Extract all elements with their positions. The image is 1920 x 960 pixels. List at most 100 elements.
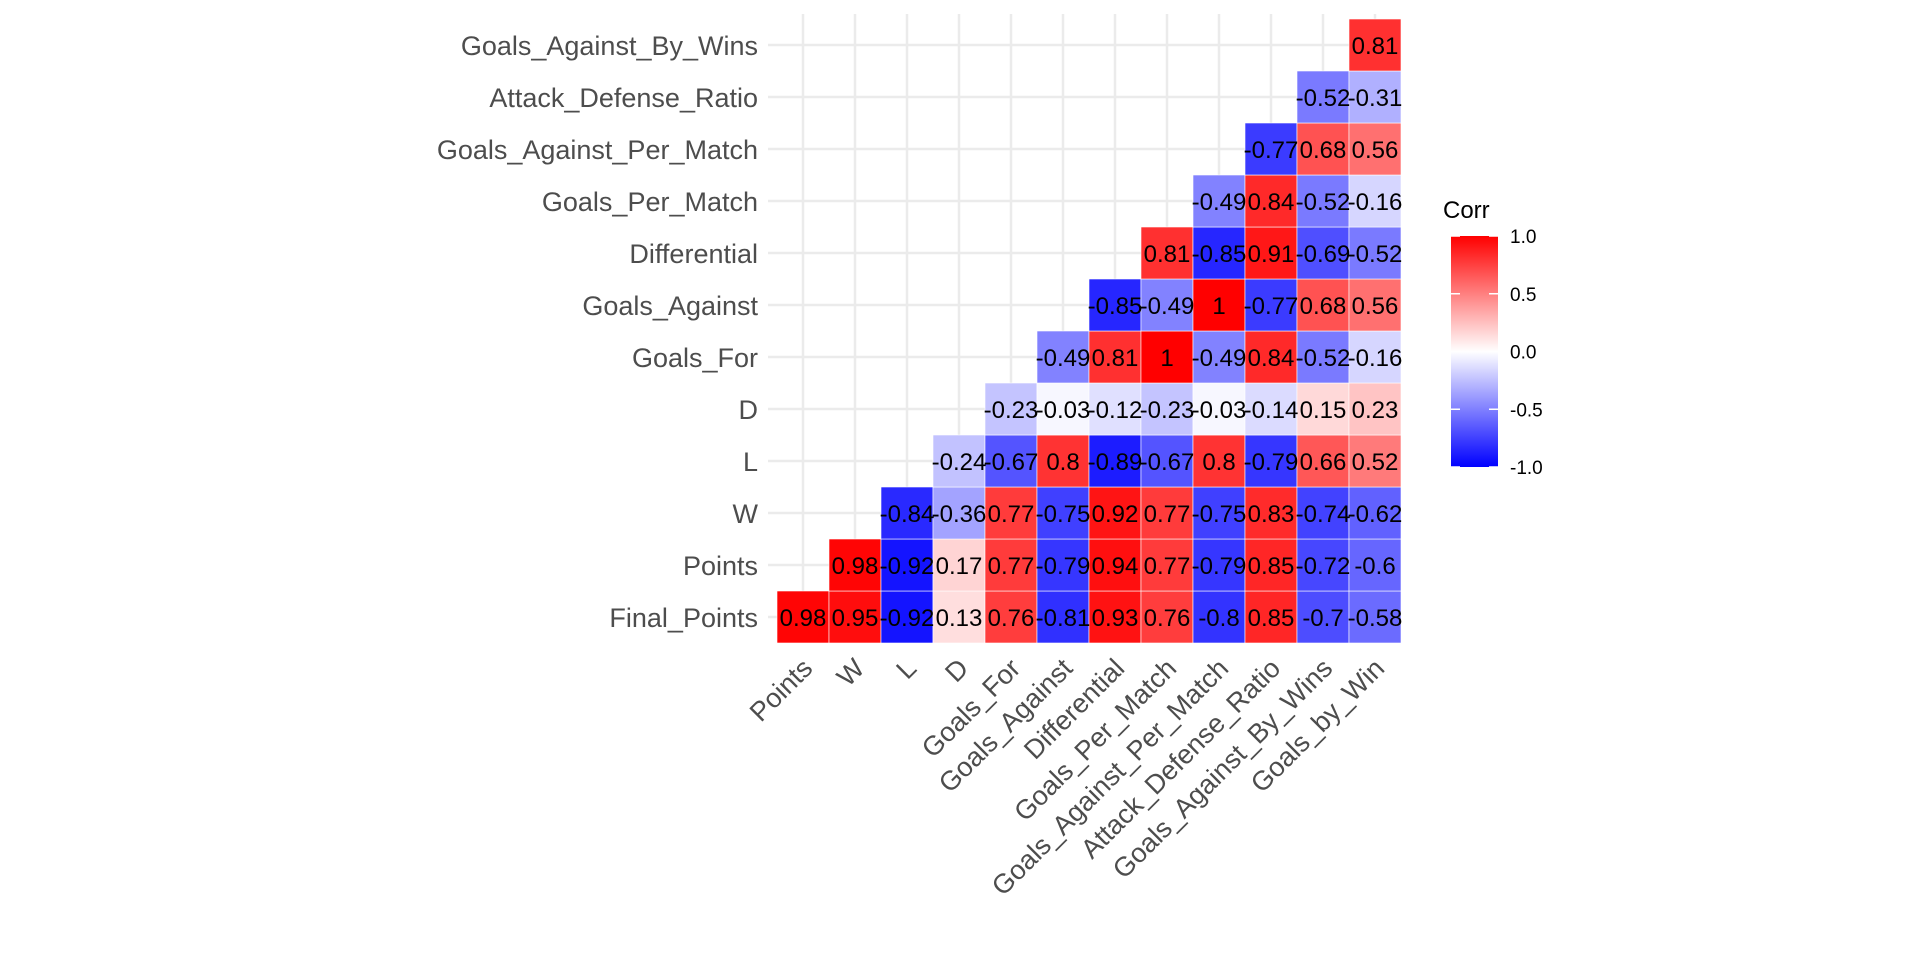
cell-value-label: -0.6 [1354, 553, 1395, 580]
heatmap-cell [1140, 382, 1194, 436]
cell-value-label: 0.84 [1248, 189, 1295, 216]
heatmap-cell [1192, 538, 1246, 592]
heatmap-cell [1088, 330, 1142, 384]
y-tick-label: Goals_For [632, 343, 758, 373]
heatmap-cell [1296, 382, 1350, 436]
heatmap-cell [1244, 382, 1298, 436]
cell-value-label: -0.24 [932, 449, 987, 476]
cell-value-label: 0.76 [1144, 605, 1191, 632]
legend-title: Corr [1443, 197, 1490, 224]
cell-value-label: -0.67 [984, 449, 1039, 476]
heatmap-cell [1244, 226, 1298, 280]
heatmap-cell [1036, 486, 1090, 540]
cell-value-label: 0.66 [1300, 449, 1347, 476]
cell-value-label: -0.62 [1348, 501, 1403, 528]
heatmap-cell [1192, 278, 1246, 332]
heatmap-cell [932, 434, 986, 488]
heatmap-cell [1296, 278, 1350, 332]
cell-value-label: -0.49 [1192, 189, 1247, 216]
cell-value-label: 0.95 [832, 605, 879, 632]
cell-value-label: -0.7 [1302, 605, 1343, 632]
heatmap-cell [1088, 382, 1142, 436]
heatmap-cell [1244, 538, 1298, 592]
y-tick-label: W [733, 499, 759, 529]
heatmap-cell [1088, 434, 1142, 488]
cell-value-label: 1 [1160, 345, 1173, 372]
heatmap-cell [1296, 226, 1350, 280]
heatmap-cell [984, 538, 1038, 592]
cell-value-label: -0.31 [1348, 85, 1403, 112]
y-tick-label: Points [683, 551, 758, 581]
heatmap-cell [1140, 434, 1194, 488]
heatmap-cell [1140, 486, 1194, 540]
heatmap-cell [1348, 382, 1402, 436]
cell-value-label: 0.8 [1046, 449, 1079, 476]
heatmap-cell [880, 486, 934, 540]
heatmap-cell [1244, 486, 1298, 540]
y-tick-label: Differential [629, 239, 758, 269]
heatmap-cell [984, 434, 1038, 488]
heatmap-cell [1140, 538, 1194, 592]
legend-tick-label: 0.0 [1510, 343, 1536, 364]
cell-value-label: -0.03 [1192, 397, 1247, 424]
heatmap-cell [1348, 434, 1402, 488]
cell-value-label: -0.85 [1088, 293, 1143, 320]
cell-value-label: -0.49 [1036, 345, 1091, 372]
x-tick-label: W [831, 653, 871, 693]
heatmap-cells [776, 18, 1402, 644]
cell-value-label: -0.84 [880, 501, 935, 528]
legend-tick-label: -1.0 [1510, 458, 1543, 479]
cell-value-label: -0.69 [1296, 241, 1351, 268]
heatmap-cell [1088, 538, 1142, 592]
y-tick-label: Goals_Against_By_Wins [461, 31, 758, 61]
cell-value-label: 0.56 [1352, 293, 1399, 320]
heatmap-cell [1036, 434, 1090, 488]
cell-value-label: 0.23 [1352, 397, 1399, 424]
cell-value-label: -0.52 [1296, 189, 1351, 216]
heatmap-cell [1140, 226, 1194, 280]
cell-value-label: 0.85 [1248, 605, 1295, 632]
legend-tick-label: 0.5 [1510, 285, 1536, 306]
heatmap-cell [1296, 538, 1350, 592]
heatmap-cell [776, 590, 830, 644]
cell-value-label: 0.8 [1202, 449, 1235, 476]
heatmap-cell [932, 538, 986, 592]
y-tick-label: Goals_Against_Per_Match [437, 135, 758, 165]
heatmap-cell [1348, 278, 1402, 332]
heatmap-cell [1192, 330, 1246, 384]
y-tick-label: Goals_Against [582, 291, 758, 321]
cell-value-label: -0.81 [1036, 605, 1091, 632]
cell-value-label: 0.98 [832, 553, 879, 580]
heatmap-cell [1192, 434, 1246, 488]
cell-value-label: -0.72 [1296, 553, 1351, 580]
cell-value-label: -0.79 [1244, 449, 1299, 476]
cell-value-label: -0.03 [1036, 397, 1091, 424]
y-tick-label: Goals_Per_Match [542, 187, 758, 217]
heatmap-cell [1348, 330, 1402, 384]
cell-value-label: 0.94 [1092, 553, 1139, 580]
cell-value-label: -0.67 [1140, 449, 1195, 476]
cell-value-label: -0.36 [932, 501, 987, 528]
cell-value-label: -0.16 [1348, 345, 1403, 372]
cell-value-label: 0.84 [1248, 345, 1295, 372]
cell-value-label: 0.81 [1092, 345, 1139, 372]
cell-value-label: -0.75 [1036, 501, 1091, 528]
heatmap-cell [984, 382, 1038, 436]
cell-value-label: -0.75 [1192, 501, 1247, 528]
heatmap-cell [1296, 174, 1350, 228]
cell-value-label: -0.23 [1140, 397, 1195, 424]
heatmap-cell [828, 590, 882, 644]
x-tick-label: Points [744, 653, 818, 727]
cell-value-label: 0.15 [1300, 397, 1347, 424]
cell-value-label: 0.81 [1352, 33, 1399, 60]
cell-value-label: -0.52 [1296, 345, 1351, 372]
cell-value-label: -0.74 [1296, 501, 1351, 528]
x-tick-label: D [939, 653, 974, 688]
heatmap-cell [1140, 590, 1194, 644]
heatmap-cell [828, 538, 882, 592]
cell-value-label: 0.91 [1248, 241, 1295, 268]
cell-value-label: -0.77 [1244, 137, 1299, 164]
heatmap-cell [1088, 278, 1142, 332]
cell-value-label: -0.12 [1088, 397, 1143, 424]
